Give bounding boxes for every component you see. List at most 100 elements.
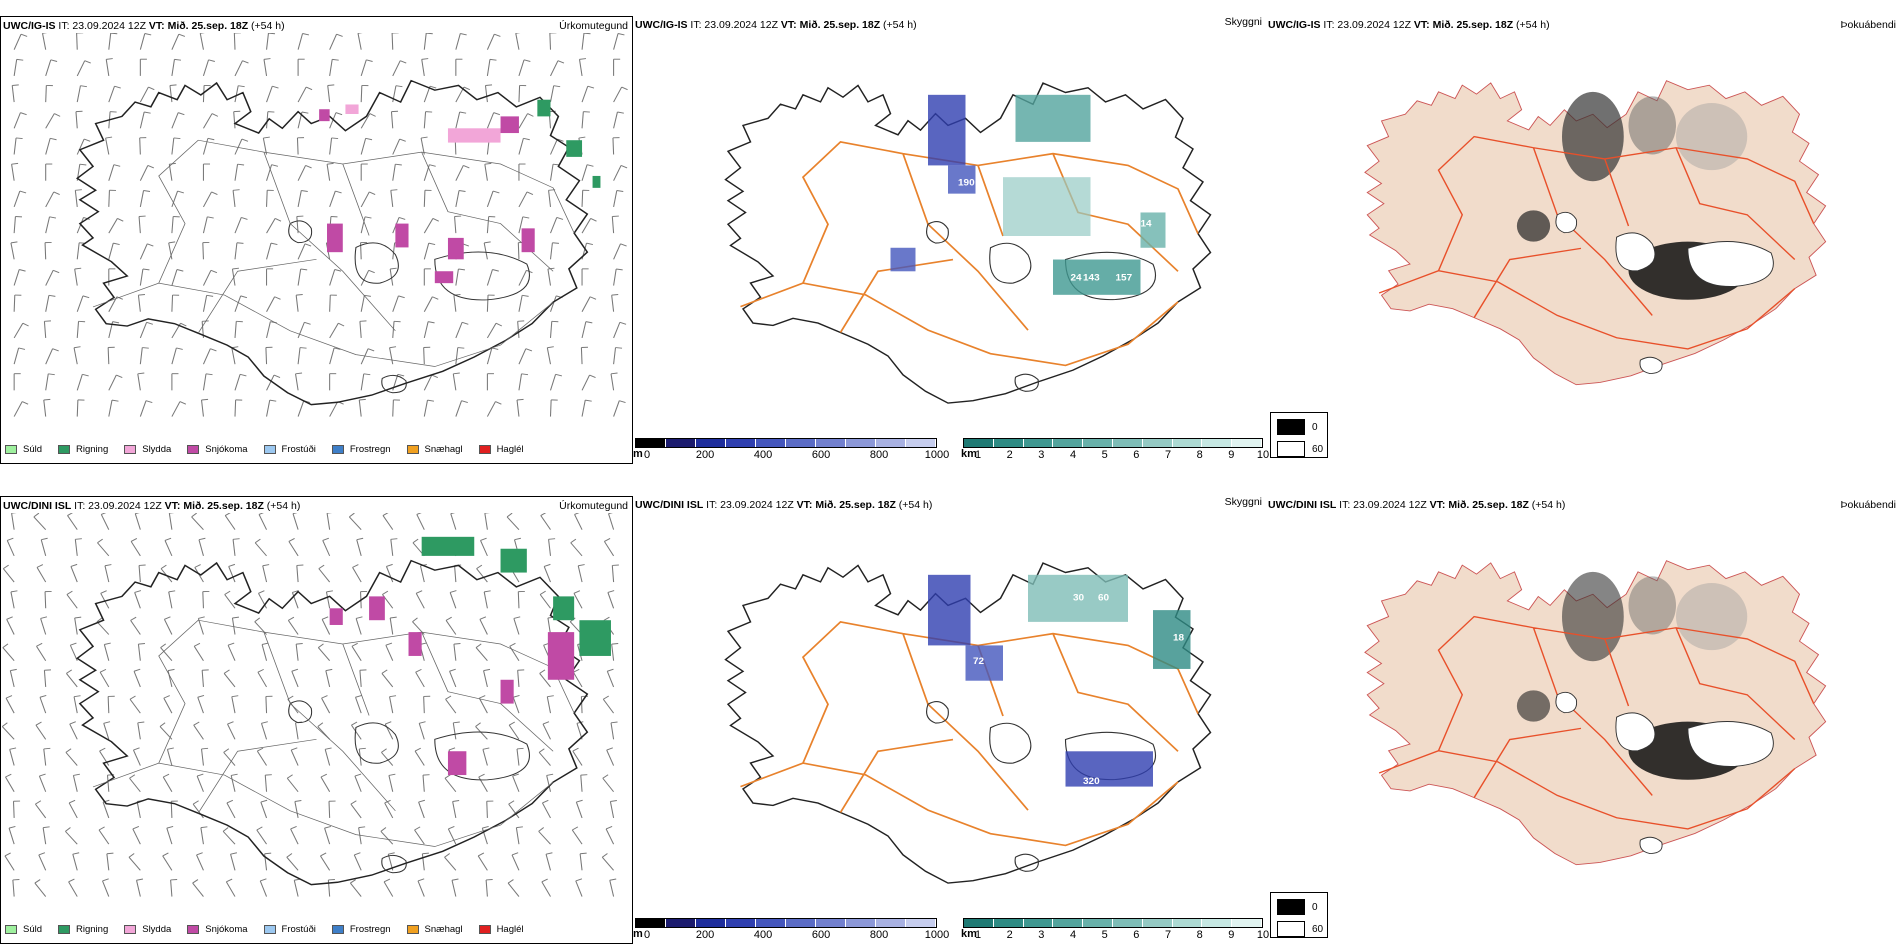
precip-legend: Súld Rigning Slydda Snjókoma Frostúði Frostre… (5, 440, 540, 458)
wind-barb (76, 85, 81, 103)
wind-barb-flag (302, 33, 310, 36)
wind-barb-flag (38, 852, 46, 856)
wind-barb-flag (359, 747, 366, 750)
wind-barb (613, 33, 619, 50)
wind-barb-flag (231, 773, 238, 776)
wind-barb-flag (164, 616, 171, 620)
wind-barb (325, 670, 331, 688)
wind-barb (139, 165, 149, 181)
wind-barb (601, 856, 615, 871)
wind-barb (578, 59, 583, 76)
wind-barb (197, 697, 204, 714)
wind-barb-flag (512, 773, 520, 777)
wind-barb (573, 593, 583, 609)
wind-barb (350, 803, 362, 819)
wind-barb-flag (546, 773, 554, 776)
wind-barb (40, 618, 47, 635)
panel-name: Skyggni (1224, 496, 1262, 508)
wind-barb-flag (609, 878, 617, 881)
wind-barb-flag (399, 138, 406, 142)
wind-barb-flag (41, 537, 48, 541)
wind-barb-flag (65, 748, 72, 753)
wind-barb-flag (67, 513, 73, 516)
wind-barb-flag (458, 268, 465, 271)
wind-barb (139, 347, 143, 365)
wind-barb (354, 775, 362, 792)
colorbar-tick: 1 (974, 929, 982, 941)
wind-barb (171, 112, 179, 129)
wind-barb (445, 620, 457, 635)
wind-barb (98, 829, 110, 845)
wind-barb (266, 374, 275, 391)
wind-barb-flag (395, 85, 403, 88)
wind-barb-flag (570, 538, 577, 544)
wind-barb (477, 855, 488, 871)
wind-barb-flag (606, 747, 613, 751)
wind-barb (67, 515, 78, 530)
wind-barb (445, 699, 457, 714)
wind-barb (550, 60, 559, 77)
wind-barb-flag (611, 294, 619, 296)
wind-barb (549, 85, 555, 103)
wind-barb-flag (82, 295, 90, 299)
wind-barb-flag (321, 616, 329, 620)
wind-barb-flag (260, 799, 268, 803)
wind-barb (38, 775, 47, 792)
wind-barb (322, 540, 331, 557)
legend-label: Haglél (496, 923, 524, 935)
wind-barb (612, 137, 615, 155)
wind-barb (43, 670, 47, 687)
wind-barb (171, 401, 181, 417)
wind-barb-flag (191, 513, 197, 518)
legend-label: Snæhagl (424, 923, 463, 935)
wind-barb-flag (11, 162, 19, 165)
wind-barb-flag (480, 537, 487, 541)
wind-barb-flag (193, 721, 200, 726)
wind-barb (9, 670, 15, 688)
wind-barb (256, 829, 267, 845)
wind-barb (35, 724, 47, 740)
wind-barb (103, 644, 110, 661)
wind-barb (475, 647, 488, 661)
wind-barb-flag (516, 826, 523, 829)
wind-barb-flag (388, 852, 395, 855)
colorbar-cell (636, 439, 666, 447)
wind-barb-flag (305, 165, 312, 169)
vis-label: 18 (1173, 633, 1185, 644)
wind-barb-flag (359, 398, 366, 401)
wind-barb (327, 85, 331, 103)
wind-barb (68, 881, 78, 897)
wind-barb-flag (43, 747, 51, 750)
wind-barb-flag (256, 826, 263, 831)
wind-barb-flag (274, 296, 281, 300)
wind-barb-flag (160, 564, 167, 569)
wind-barb-flag (134, 590, 142, 593)
wind-barb-flag (573, 590, 581, 594)
colorbar-cell (1142, 439, 1173, 447)
wind-barb (580, 775, 583, 792)
legend-swatch (478, 444, 491, 454)
wind-barb (602, 699, 615, 714)
wind-barb (76, 138, 85, 155)
wind-barb-flag (232, 267, 240, 270)
wind-barb (575, 880, 583, 897)
wind-barb-flag (177, 190, 184, 194)
wind-barb (108, 243, 114, 260)
wind-barb-flag (12, 84, 19, 86)
wind-barb (353, 854, 362, 871)
wind-barb (234, 60, 243, 77)
wind-barb-flag (324, 826, 332, 829)
wind-barb (360, 59, 367, 77)
wind-barb-flag (198, 616, 205, 619)
wind-barb-flag (620, 243, 627, 247)
colorbar-cell (726, 439, 756, 447)
wind-barb-flag (541, 878, 548, 883)
legend-swatch (331, 444, 344, 454)
colorbar-cell (846, 919, 876, 927)
wind-barb (137, 644, 141, 661)
wind-barb (319, 855, 331, 871)
wind-barb-flag (338, 322, 345, 327)
wind-barb (74, 190, 78, 207)
wind-barb (351, 646, 362, 661)
wind-barb-flag (291, 747, 298, 751)
